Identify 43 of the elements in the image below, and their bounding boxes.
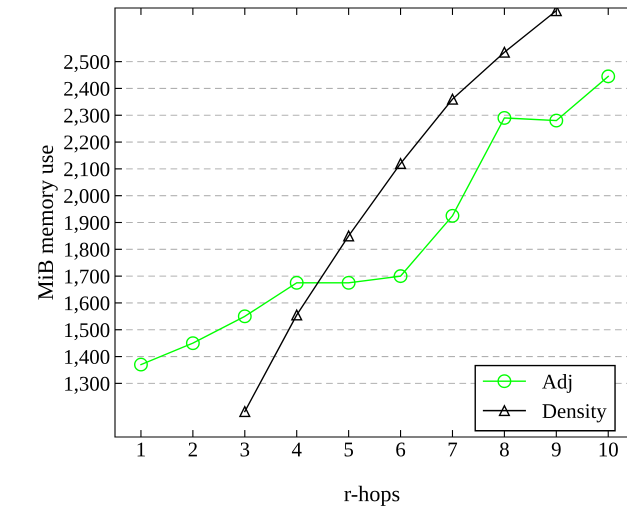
x-tick-label: 9 — [552, 442, 561, 457]
x-tick-label: 5 — [344, 442, 354, 457]
point — [601, 69, 616, 84]
y-tick-label: 1,500 — [65, 323, 110, 340]
point — [395, 158, 406, 170]
y-tick-label: 1,400 — [65, 350, 110, 367]
y-tick-label: 1,700 — [65, 270, 110, 287]
y-tick-label: 2,500 — [64, 55, 110, 72]
point — [186, 336, 200, 350]
point — [343, 230, 354, 242]
point — [238, 309, 252, 324]
y-tick-label: 2,400 — [64, 82, 110, 99]
x-axis-title: r-hops — [344, 486, 400, 506]
y-tick-label: 1,600 — [65, 296, 110, 314]
x-tick-label: 10 — [600, 442, 618, 457]
point — [446, 208, 460, 223]
y-tick-label: 1,300 — [65, 376, 110, 394]
point — [446, 94, 458, 105]
legend-label: Density — [542, 404, 607, 422]
y-axis-title: MiB memory use — [38, 146, 58, 300]
y-tick-label: 2,000 — [64, 189, 110, 206]
point — [394, 269, 408, 284]
x-tick-label: 4 — [292, 442, 302, 456]
y-tick-label: 2,300 — [64, 108, 110, 126]
y-tick-label: 1,900 — [65, 216, 110, 233]
point — [134, 358, 148, 372]
point — [342, 276, 356, 290]
point — [291, 309, 302, 321]
y-tick-label: 1,800 — [65, 242, 110, 260]
x-tick-label: 7 — [448, 442, 458, 456]
x-tick-label: 3 — [240, 442, 250, 457]
y-tick-label: 2,100 — [64, 162, 110, 180]
x-tick-label: 1 — [138, 442, 145, 456]
point — [290, 276, 304, 290]
point — [549, 114, 564, 128]
x-tick-label: 8 — [500, 442, 509, 457]
point — [497, 110, 512, 125]
point — [498, 46, 510, 58]
y-tick-label: 2,200 — [64, 135, 110, 152]
x-tick-label: 6 — [396, 442, 406, 457]
legend-label: Adj — [542, 374, 572, 393]
point — [239, 406, 250, 418]
x-tick-label: 2 — [188, 442, 197, 456]
